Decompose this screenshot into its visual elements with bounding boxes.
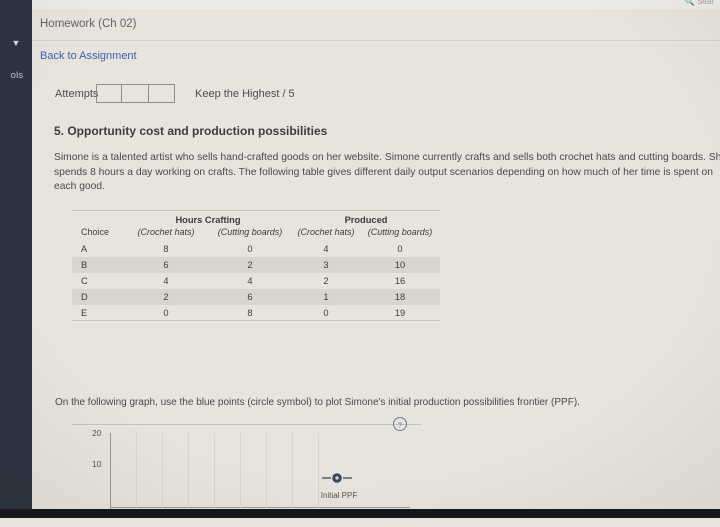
svg-text:?: ? — [398, 420, 402, 429]
